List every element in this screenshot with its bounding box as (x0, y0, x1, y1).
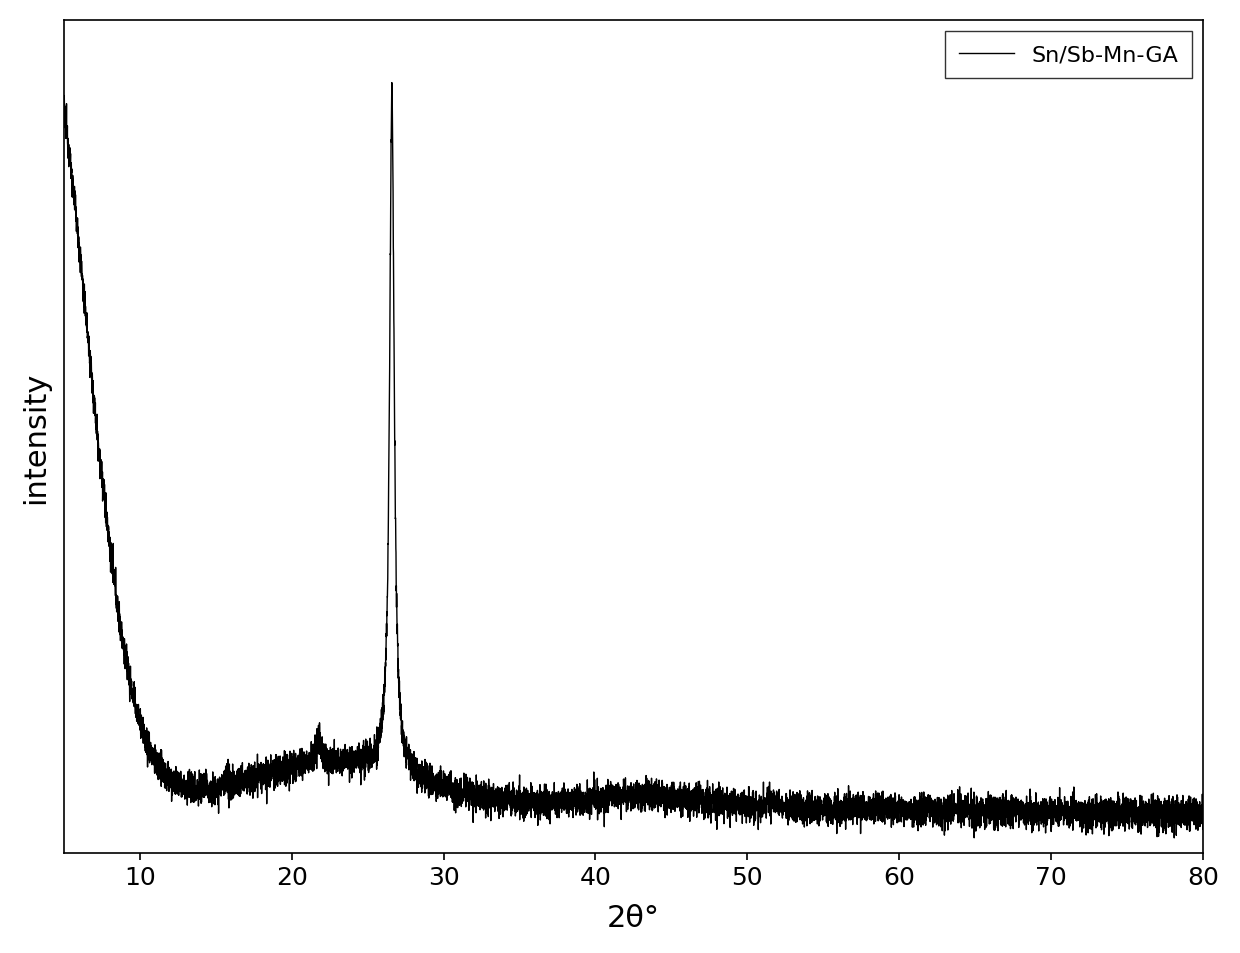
Sn/Sb-Mn-GA (956, 808, 971, 820)
Legend: Sn/Sb-Mn-GA: Sn/Sb-Mn-GA (945, 31, 1192, 78)
Y-axis label: intensity: intensity (21, 371, 50, 503)
Sn/Sb-Mn-GA (1177, 820, 1192, 831)
Sn/Sb-Mn-GA (361, 765, 376, 777)
X-axis label: 2θ°: 2θ° (606, 903, 660, 932)
Sn/Sb-Mn-GA (1167, 832, 1182, 843)
Sn/Sb-Mn-GA (56, 104, 71, 115)
Sn/Sb-Mn-GA (384, 78, 399, 90)
Line: Sn/Sb-Mn-GA: Sn/Sb-Mn-GA (63, 84, 1203, 838)
Sn/Sb-Mn-GA (770, 804, 785, 816)
Sn/Sb-Mn-GA (754, 812, 769, 823)
Sn/Sb-Mn-GA (122, 668, 136, 679)
Sn/Sb-Mn-GA (1195, 815, 1210, 826)
